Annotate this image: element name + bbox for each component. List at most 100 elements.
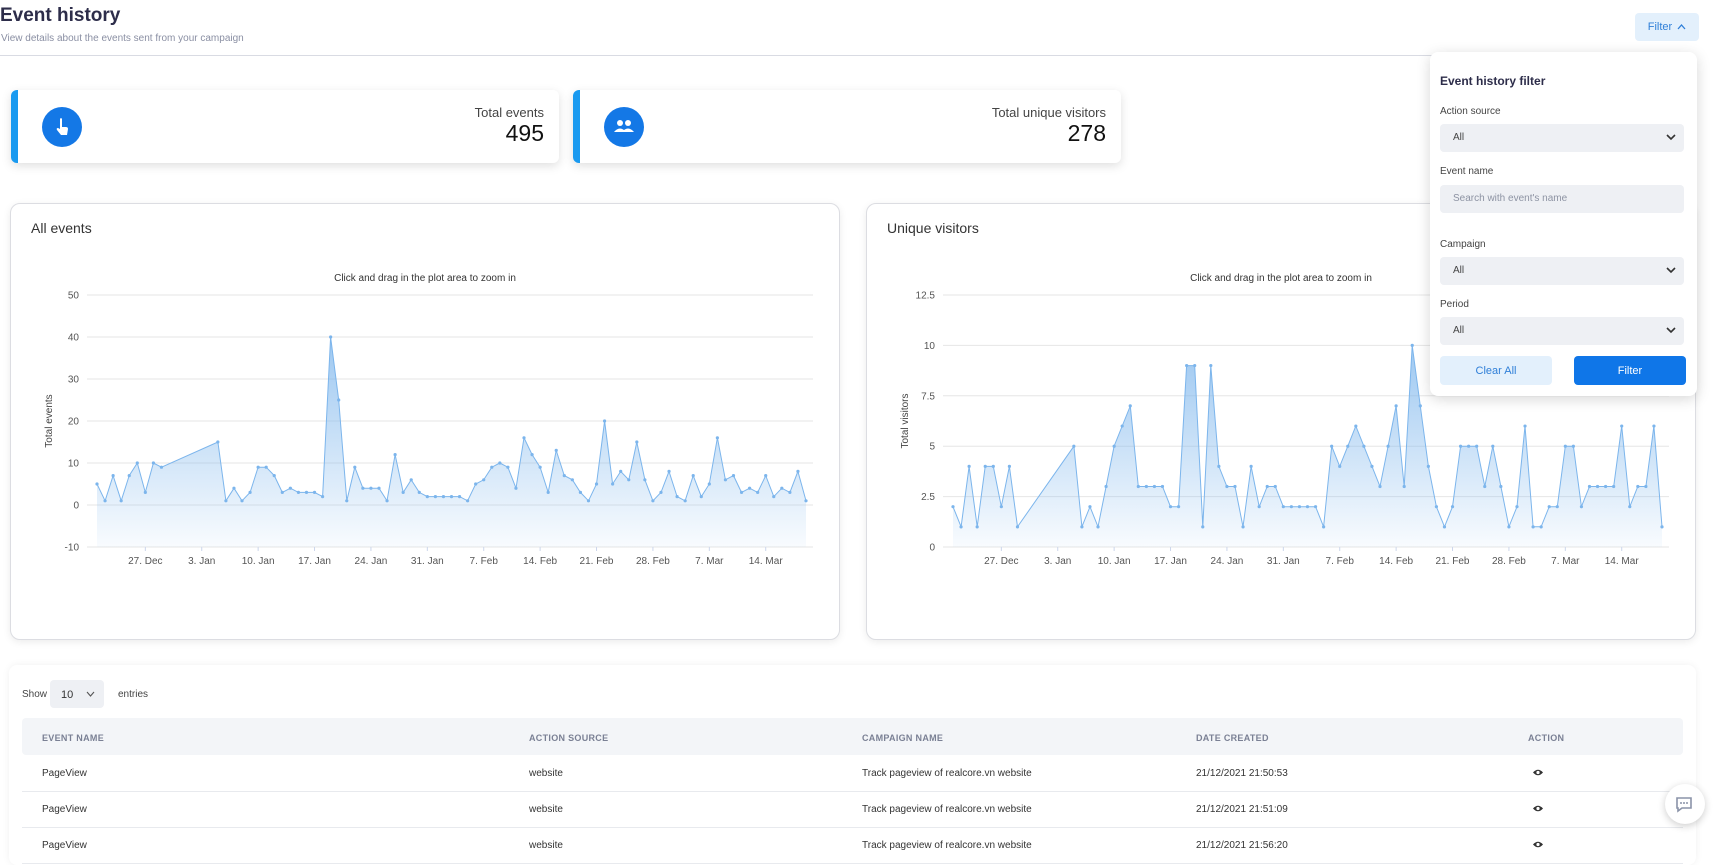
x-tick-label: 24. Jan [1211,556,1244,567]
view-icon[interactable] [1532,804,1544,813]
point [449,495,454,499]
point [683,499,687,503]
point [1571,444,1575,448]
point [1467,444,1471,448]
point [288,486,292,490]
point [280,490,284,494]
point [441,495,446,499]
point [1362,444,1366,448]
point [1330,444,1334,448]
table-cell: 21/12/2021 21:51:09 [1196,804,1288,815]
select[interactable]: All [1440,257,1684,285]
point [1289,505,1293,509]
clear-button[interactable]: Clear All [1440,356,1552,385]
point [377,486,381,490]
point [1144,484,1148,489]
chat-button[interactable] [1665,784,1705,824]
point [1555,505,1559,509]
point [780,486,784,490]
stat-card: Total events 495 [11,90,559,163]
x-tick-label: 24. Jan [355,556,388,567]
select[interactable]: All [1440,124,1684,152]
point [1305,505,1310,509]
x-tick-label: 3. Jan [188,556,215,567]
point [643,478,647,482]
point [474,482,478,486]
text-input[interactable]: Search with event's name [1440,185,1684,213]
point [578,490,583,494]
point [1265,484,1269,489]
point [1370,464,1374,468]
chart-title: Unique visitors [887,220,979,236]
point [385,499,389,503]
x-tick-label: 21. Feb [580,556,614,567]
chart: Unique visitors Click and drag in the plo… [887,220,1669,567]
point [546,490,550,494]
point [1233,484,1237,489]
column-header: CAMPAIGN NAME [862,733,944,743]
point [538,465,542,469]
stat-label: Total unique visitors [991,105,1106,120]
point [240,499,244,503]
stat-value: 495 [505,120,544,146]
point [975,525,979,529]
point [1088,505,1092,509]
point [715,436,719,440]
y-tick-label: 2.5 [921,492,935,503]
point [667,469,671,473]
placeholder: Search with event's name [1453,193,1568,204]
chart-card: Unique visitors Click and drag in the plo… [866,203,1696,640]
point [1160,484,1165,489]
point [466,499,470,503]
point [135,461,139,465]
filter-button[interactable]: Filter [1635,13,1699,41]
page-size: 10 [61,689,74,701]
x-tick-label: 28. Feb [1492,556,1526,567]
point [611,482,615,486]
point [1354,424,1358,428]
page-size-select[interactable]: 10 [50,680,104,708]
filter-panel: Event history filter Action source All E… [1430,52,1697,396]
point [1523,424,1527,428]
x-tick-label: 3. Jan [1044,556,1071,567]
point [1015,525,1020,529]
point [554,448,558,452]
field-label: Event name [1440,166,1494,177]
select[interactable]: All [1440,317,1684,345]
point [1499,484,1503,489]
point [1507,525,1511,529]
point [772,495,776,499]
point [216,440,220,444]
view-icon[interactable] [1532,768,1544,777]
point [1531,525,1535,529]
point [1168,505,1173,509]
point [1217,464,1221,468]
point [999,505,1003,509]
point [1491,444,1495,448]
point [739,490,744,494]
point [1636,484,1640,489]
point [1201,525,1205,529]
x-tick-label: 14. Mar [749,556,784,567]
point [983,464,987,468]
chart-subtitle: Click and drag in the plot area to zoom … [1190,273,1372,284]
point [490,465,494,469]
x-tick-label: 10. Jan [1098,556,1131,567]
users-icon [614,120,634,132]
y-tick-label: 10 [68,459,80,470]
y-tick-label: 5 [929,442,935,453]
table-row: PageView website Track pageview of realcor… [22,755,1683,792]
point [1080,525,1084,529]
point [1128,404,1132,408]
y-tick-label: 7.5 [921,391,935,402]
apply-button[interactable]: Filter [1574,356,1686,385]
column-header: ACTION [1528,733,1565,743]
point [788,490,792,494]
table-cell: website [529,804,563,815]
stat-card: Total unique visitors 278 [573,90,1121,163]
point [731,474,736,478]
point [425,495,429,499]
point [498,461,502,465]
x-tick-label: 21. Feb [1436,556,1470,567]
table-cell: 21/12/2021 21:56:20 [1196,840,1288,851]
